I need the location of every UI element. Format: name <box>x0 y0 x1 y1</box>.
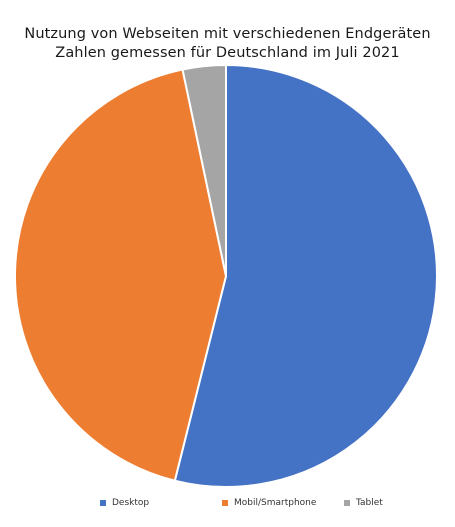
legend-item-desktop: Desktop <box>100 498 149 508</box>
chart-title: Nutzung von Webseiten mit verschiedenen … <box>24 26 431 42</box>
pie-slice-tablet <box>181 64 227 277</box>
legend-swatch <box>100 500 106 506</box>
legend-item-tablet: Tablet <box>344 498 383 508</box>
legend-swatch <box>222 500 228 506</box>
pie-slice-desktop <box>173 64 438 488</box>
chart-title-block: Nutzung von Webseiten mit verschiedenen … <box>0 25 455 63</box>
legend-item-mobil-smartphone: Mobil/Smartphone <box>222 498 316 508</box>
legend-label: Tablet <box>356 498 383 508</box>
legend-label: Mobil/Smartphone <box>234 498 317 508</box>
legend-label: Desktop <box>112 498 150 508</box>
legend-swatch <box>344 500 350 506</box>
pie-slice-mobil-smartphone <box>14 68 227 482</box>
chart-legend: Desktop Mobil/Smartphone Tablet <box>0 498 455 514</box>
chart-subtitle: Zahlen gemessen für Deutschland im Juli … <box>55 45 400 61</box>
